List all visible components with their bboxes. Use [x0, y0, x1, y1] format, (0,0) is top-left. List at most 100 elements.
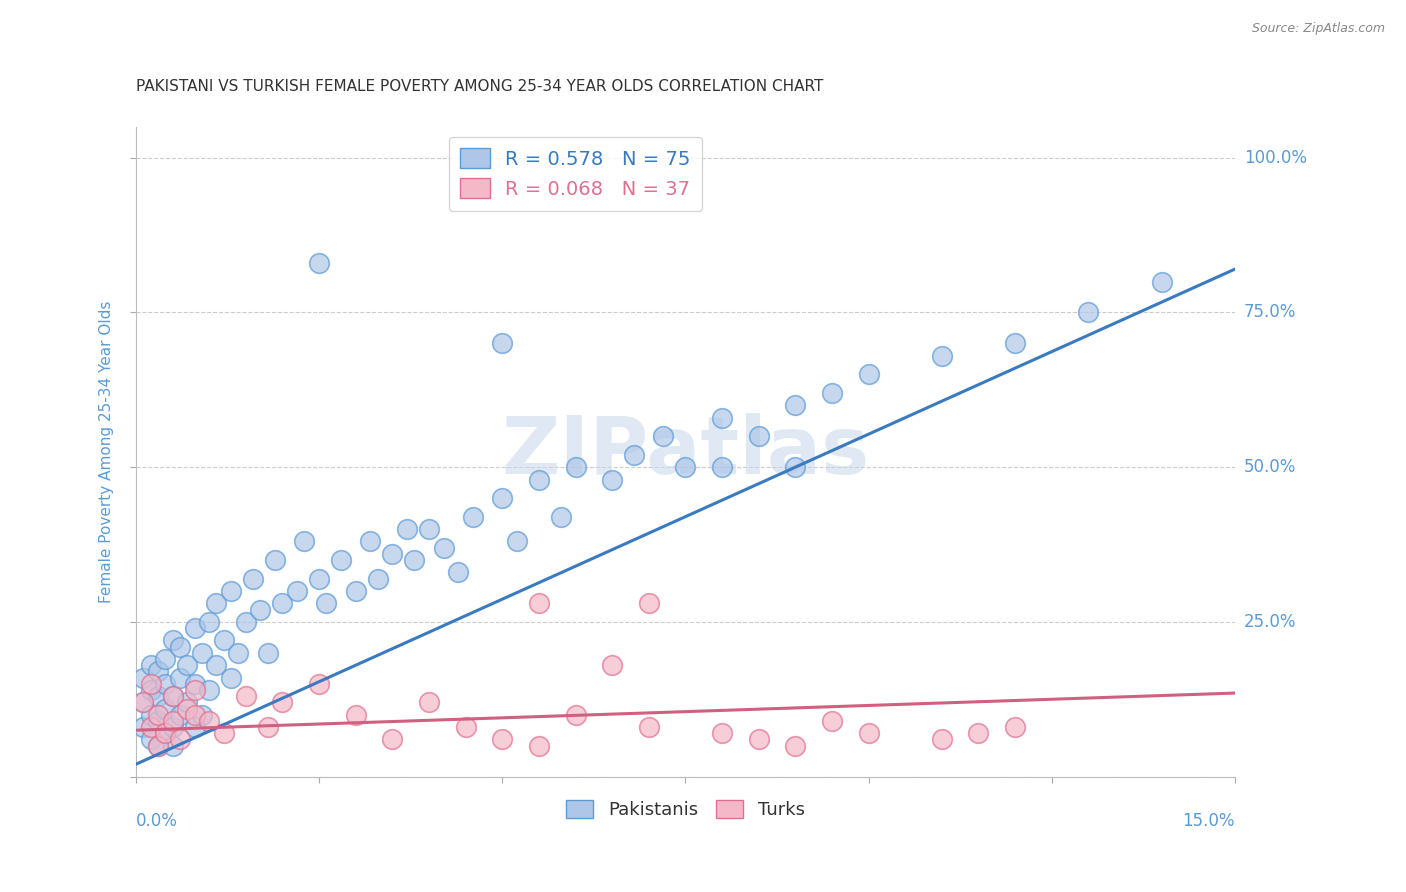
Point: [153, 726, 176, 740]
Point: [235, 689, 257, 703]
Point: [162, 633, 184, 648]
Point: [506, 534, 529, 549]
Point: [308, 256, 330, 270]
Point: [785, 739, 807, 753]
Point: [183, 683, 205, 698]
Point: [235, 615, 257, 629]
Text: 15.0%: 15.0%: [1182, 813, 1234, 830]
Point: [146, 707, 169, 722]
Point: [652, 429, 675, 443]
Point: [308, 677, 330, 691]
Point: [623, 448, 645, 462]
Point: [183, 720, 205, 734]
Point: [711, 410, 734, 425]
Point: [367, 572, 389, 586]
Text: 75.0%: 75.0%: [1244, 303, 1296, 321]
Point: [183, 707, 205, 722]
Point: [308, 572, 330, 586]
Point: [169, 732, 191, 747]
Point: [637, 596, 659, 610]
Point: [550, 509, 572, 524]
Point: [146, 665, 169, 679]
Point: [491, 491, 513, 505]
Point: [330, 553, 353, 567]
Text: 100.0%: 100.0%: [1244, 149, 1306, 167]
Point: [931, 349, 953, 363]
Point: [359, 534, 381, 549]
Point: [381, 732, 404, 747]
Point: [139, 707, 162, 722]
Point: [711, 460, 734, 475]
Point: [785, 398, 807, 412]
Point: [600, 658, 623, 673]
Point: [212, 633, 235, 648]
Point: [162, 689, 184, 703]
Point: [132, 720, 155, 734]
Point: [344, 584, 367, 599]
Point: [162, 689, 184, 703]
Point: [183, 621, 205, 635]
Point: [169, 671, 191, 685]
Point: [249, 602, 271, 616]
Point: [139, 683, 162, 698]
Point: [153, 701, 176, 715]
Point: [162, 739, 184, 753]
Point: [564, 460, 586, 475]
Point: [433, 541, 456, 555]
Point: [132, 695, 155, 709]
Point: [344, 707, 367, 722]
Point: [146, 714, 169, 728]
Point: [294, 534, 316, 549]
Point: [176, 701, 198, 715]
Point: [219, 671, 242, 685]
Point: [404, 553, 426, 567]
Point: [395, 522, 418, 536]
Point: [153, 726, 176, 740]
Point: [153, 677, 176, 691]
Point: [1077, 305, 1099, 319]
Point: [139, 720, 162, 734]
Point: [271, 695, 294, 709]
Point: [198, 714, 221, 728]
Point: [418, 522, 440, 536]
Point: [264, 553, 287, 567]
Point: [212, 726, 235, 740]
Point: [256, 646, 278, 660]
Point: [219, 584, 242, 599]
Point: [461, 509, 484, 524]
Point: [146, 739, 169, 753]
Point: [242, 572, 264, 586]
Point: [600, 473, 623, 487]
Point: [228, 646, 250, 660]
Point: [821, 385, 844, 400]
Text: 25.0%: 25.0%: [1244, 613, 1296, 631]
Point: [198, 615, 221, 629]
Point: [139, 658, 162, 673]
Point: [748, 429, 770, 443]
Point: [162, 720, 184, 734]
Point: [637, 720, 659, 734]
Y-axis label: Female Poverty Among 25-34 Year Olds: Female Poverty Among 25-34 Year Olds: [100, 301, 114, 603]
Point: [1004, 336, 1026, 351]
Point: [162, 714, 184, 728]
Point: [931, 732, 953, 747]
Point: [153, 652, 176, 666]
Point: [564, 707, 586, 722]
Point: [447, 566, 470, 580]
Point: [146, 739, 169, 753]
Point: [858, 726, 880, 740]
Point: [191, 646, 214, 660]
Point: [491, 732, 513, 747]
Text: ZIPatlas: ZIPatlas: [502, 413, 869, 491]
Point: [527, 473, 550, 487]
Point: [176, 658, 198, 673]
Point: [673, 460, 696, 475]
Point: [169, 640, 191, 654]
Point: [491, 336, 513, 351]
Point: [418, 695, 440, 709]
Point: [967, 726, 990, 740]
Point: [146, 689, 169, 703]
Point: [858, 368, 880, 382]
Point: [183, 677, 205, 691]
Point: [315, 596, 337, 610]
